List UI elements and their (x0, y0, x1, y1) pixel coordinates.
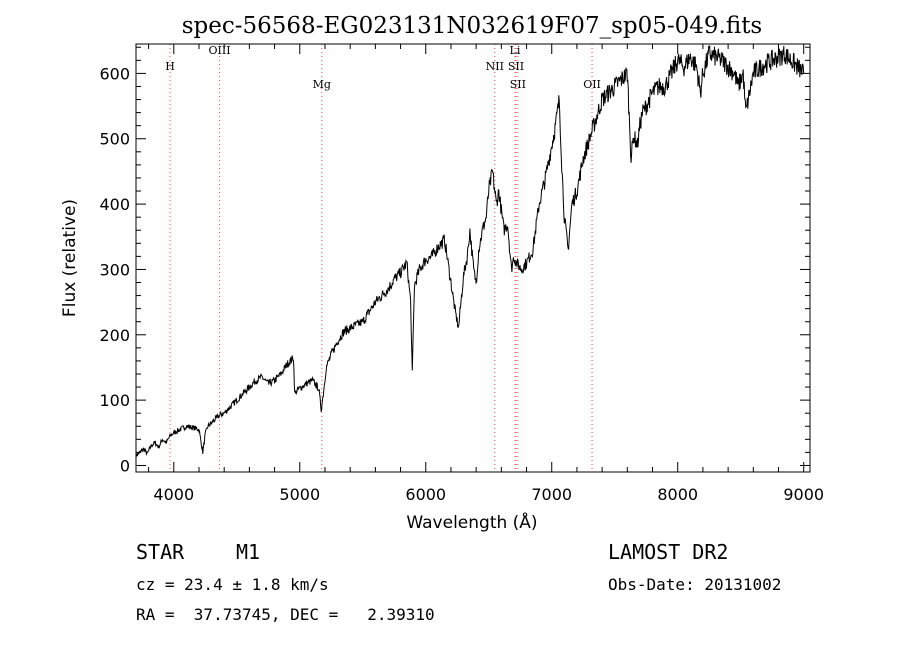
coordinates: RA = 37.73745, DEC = 2.39310 (136, 605, 435, 624)
marker-label-6: SII (510, 78, 526, 91)
x-tick-label-7000: 7000 (531, 485, 572, 504)
x-axis: 4000 5000 6000 7000 8000 9000 (148, 44, 824, 504)
y-tick-label-0: 0 (120, 456, 130, 475)
x-tick-label-9000: 9000 (783, 485, 824, 504)
marker-label-2: Mg (313, 78, 331, 91)
y-tick-label-200: 200 (99, 326, 130, 345)
x-tick-label-4000: 4000 (153, 485, 194, 504)
marker-labels: H OIII Mg NII Li SII SII OII (165, 44, 601, 91)
y-tick-label-600: 600 (99, 64, 130, 83)
y-tick-label-100: 100 (99, 391, 130, 410)
x-axis-label: Wavelength (Å) (406, 511, 537, 533)
redshift-velocity: cz = 23.4 ± 1.8 km/s (136, 575, 329, 594)
survey-name: LAMOST DR2 (608, 540, 729, 564)
spectrum-line (135, 44, 805, 458)
y-tick-label-500: 500 (99, 130, 130, 149)
object-subclass: M1 (236, 540, 261, 564)
marker-label-3: NII (486, 60, 504, 73)
marker-label-5: SII (508, 60, 524, 73)
y-tick-label-300: 300 (99, 260, 130, 279)
marker-lines (169, 44, 593, 472)
marker-label-1: OIII (208, 44, 230, 57)
object-class: STAR (136, 540, 185, 564)
plot-frame (135, 43, 811, 473)
y-axis: 0 100 200 300 400 500 600 (99, 46, 810, 475)
marker-label-4: Li (510, 44, 521, 57)
chart-title: spec-56568-EG023131N032619F07_sp05-049.f… (182, 13, 763, 39)
x-tick-label-6000: 6000 (405, 485, 446, 504)
y-tick-label-400: 400 (99, 195, 130, 214)
marker-label-0: H (165, 60, 175, 73)
x-tick-label-5000: 5000 (279, 485, 320, 504)
y-axis-label: Flux (relative) (60, 199, 80, 317)
observation-date: Obs-Date: 20131002 (608, 575, 782, 594)
x-tick-label-8000: 8000 (657, 485, 698, 504)
marker-label-7: OII (583, 78, 601, 91)
